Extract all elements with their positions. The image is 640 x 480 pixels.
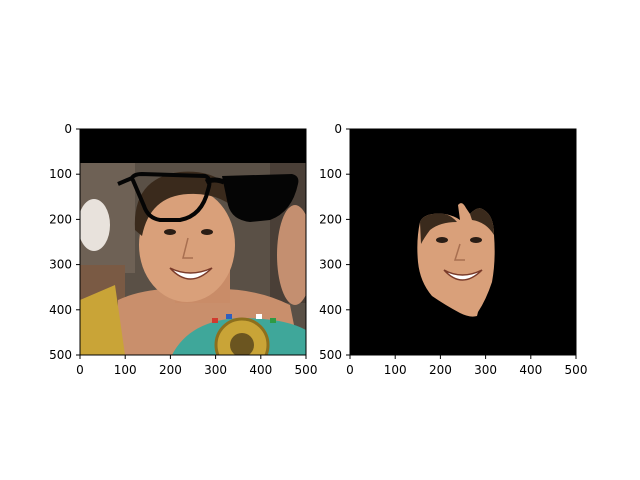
glasses-right-lens (222, 174, 299, 222)
subject-eye-left (164, 229, 176, 235)
subject-eye-right (201, 229, 213, 235)
x-tick-label: 200 (159, 363, 182, 377)
y-tick-label: 500 (319, 348, 342, 362)
glasses-arm (117, 176, 133, 186)
glasses-left-lens (129, 171, 212, 222)
right-axes: 0 100 200 300 400 500 0 100 200 300 400 500 (319, 122, 587, 377)
right-ticks: 0 100 200 300 400 500 0 100 200 300 400 500 (319, 122, 587, 377)
x-tick-label: 400 (519, 363, 542, 377)
belt-flag-4 (270, 318, 276, 323)
y-tick-label: 300 (49, 258, 72, 272)
left-axes: 0 100 200 300 400 500 0 100 200 300 400 500 (49, 122, 317, 377)
y-tick-label: 500 (49, 348, 72, 362)
masked-nose (453, 243, 465, 261)
masked-eye-left (436, 237, 448, 243)
top-black-band (80, 129, 306, 163)
belt-flag-3 (256, 314, 262, 319)
masked-hair-right (470, 208, 494, 235)
right-image (350, 129, 576, 355)
left-ticks: 0 100 200 300 400 500 0 100 200 300 400 500 (49, 122, 317, 377)
y-tick-label: 100 (49, 167, 72, 181)
right-person (277, 205, 306, 305)
x-tick-label: 100 (384, 363, 407, 377)
subject-nose (182, 237, 193, 259)
y-tick-label: 200 (49, 212, 72, 226)
x-tick-label: 500 (565, 363, 588, 377)
x-tick-label: 500 (295, 363, 318, 377)
y-tick-label: 100 (319, 167, 342, 181)
y-tick-label: 200 (319, 212, 342, 226)
x-tick-label: 300 (474, 363, 497, 377)
x-tick-label: 0 (76, 363, 84, 377)
belt-flag-1 (212, 318, 218, 323)
glasses-bridge (204, 177, 225, 185)
left-axes-frame (79, 128, 307, 356)
left-image (80, 129, 306, 355)
belt-medallion-center (230, 333, 254, 355)
y-tick-label: 0 (334, 122, 342, 136)
y-tick-label: 0 (64, 122, 72, 136)
subject-smile (169, 267, 213, 280)
subject-hair (134, 171, 242, 236)
masked-hair (420, 213, 457, 244)
masked-smile (443, 269, 483, 281)
x-tick-label: 200 (429, 363, 452, 377)
belt-left-plate (80, 285, 125, 355)
bandaged-hand (80, 199, 110, 251)
y-tick-label: 400 (49, 303, 72, 317)
right-axes-frame (349, 128, 577, 356)
x-tick-label: 300 (204, 363, 227, 377)
masked-eye-right (470, 237, 482, 243)
y-tick-label: 400 (319, 303, 342, 317)
x-tick-label: 400 (249, 363, 272, 377)
belt-flag-2 (226, 314, 232, 319)
x-tick-label: 100 (114, 363, 137, 377)
y-tick-label: 300 (319, 258, 342, 272)
x-tick-label: 0 (346, 363, 354, 377)
